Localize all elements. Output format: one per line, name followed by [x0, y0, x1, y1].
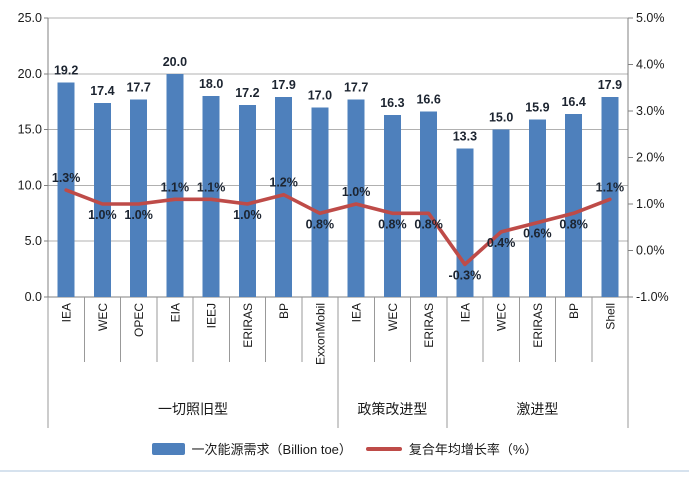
bar	[238, 105, 256, 297]
right-axis-tick-label: 1.0%	[636, 197, 665, 211]
category-label: WEC	[495, 303, 509, 331]
bar-value-label: 17.9	[598, 78, 622, 92]
left-axis-tick-label: 25.0	[18, 11, 42, 25]
line-value-label: -0.3%	[449, 268, 482, 282]
line-value-label: 1.0%	[88, 208, 117, 222]
category-label: EIA	[168, 303, 182, 322]
bar-value-label: 13.3	[453, 130, 477, 144]
legend-item-primary-energy: 一次能源需求（Billion toe）	[151, 439, 352, 458]
group-label: 一切照旧型	[158, 401, 228, 417]
category-label: WEC	[386, 303, 400, 331]
line-value-label: 1.3%	[52, 171, 81, 185]
category-label: OPEC	[132, 303, 146, 337]
bar-value-label: 17.2	[235, 86, 259, 100]
bar	[565, 113, 583, 297]
line-value-label: 0.8%	[306, 217, 335, 231]
bar	[311, 107, 329, 297]
line-series-swatch	[365, 446, 402, 451]
line-value-label: 1.0%	[233, 208, 262, 222]
right-axis-tick-label: 2.0%	[636, 151, 665, 165]
bar-value-label: 16.6	[416, 93, 440, 107]
bar-value-label: 15.9	[525, 101, 549, 115]
left-axis-tick-label: 0.0	[25, 290, 42, 304]
category-label: BP	[277, 303, 291, 319]
line-value-label: 0.8%	[559, 217, 588, 231]
category-label: ExxonMobil	[313, 303, 327, 365]
bar	[601, 97, 619, 298]
bar	[202, 96, 220, 298]
bar	[383, 115, 401, 297]
bar-value-label: 17.4	[90, 84, 114, 98]
category-label: Shell	[603, 303, 617, 330]
category-label: IEEJ	[205, 303, 219, 328]
line-value-label: 1.0%	[124, 208, 153, 222]
bar	[275, 97, 293, 298]
line-value-label: 0.4%	[487, 236, 516, 250]
category-label: IEA	[60, 303, 74, 322]
bar	[130, 99, 148, 297]
category-label: IEA	[458, 303, 472, 322]
group-label: 激进型	[516, 401, 558, 417]
bar	[93, 102, 111, 297]
left-axis-tick-label: 10.0	[18, 178, 42, 192]
right-axis-tick-label: 3.0%	[636, 104, 665, 118]
page-divider	[0, 470, 689, 472]
legend-label-growth-rate: 复合年均增长率（%）	[408, 442, 538, 457]
left-axis-tick-label: 5.0	[25, 234, 42, 248]
growth-rate-line	[64, 188, 612, 267]
bar-value-label: 17.7	[344, 80, 368, 94]
right-axis-tick-label: 5.0%	[636, 11, 665, 25]
category-label: BP	[567, 303, 581, 319]
bar-value-label: 17.0	[308, 88, 332, 102]
category-label: IEA	[350, 303, 364, 322]
bar	[347, 99, 365, 297]
bar-value-label: 15.0	[489, 111, 513, 125]
left-axis-tick-label: 20.0	[18, 67, 42, 81]
line-value-label: 1.0%	[342, 185, 371, 199]
bar	[528, 119, 546, 297]
bar-value-label: 18.0	[199, 77, 223, 91]
right-axis-tick-label: 0.0%	[636, 244, 665, 258]
line-value-label: 0.8%	[378, 217, 407, 231]
line-value-label: 0.6%	[523, 227, 552, 241]
bar	[166, 73, 184, 297]
bar-value-label: 16.3	[380, 96, 404, 110]
legend-label-primary-energy: 一次能源需求（Billion toe）	[191, 442, 352, 457]
bar-value-label: 16.4	[561, 95, 585, 109]
bar-series-swatch	[151, 442, 185, 455]
legend-item-growth-rate: 复合年均增长率（%）	[365, 439, 538, 458]
category-label: WEC	[96, 303, 110, 331]
bar-value-label: 20.0	[163, 55, 187, 69]
line-value-label: 1.1%	[197, 180, 226, 194]
bar	[420, 111, 438, 297]
group-label: 政策改进型	[357, 401, 427, 417]
line-value-label: 1.1%	[161, 180, 190, 194]
bar	[492, 129, 510, 297]
bar-value-label: 19.2	[54, 64, 78, 78]
line-value-label: 0.8%	[414, 217, 443, 231]
right-axis-tick-label: -1.0%	[636, 290, 669, 304]
category-label: ERIRAS	[241, 303, 255, 348]
left-axis-tick-label: 15.0	[18, 123, 42, 137]
bar-value-label: 17.7	[126, 80, 150, 94]
category-label: ERIRAS	[531, 303, 545, 348]
chart-legend: 一次能源需求（Billion toe） 复合年均增长率（%）	[0, 439, 689, 458]
right-axis-tick-label: 4.0%	[636, 58, 665, 72]
combo-chart: 0.0 5.0 10.0 15.0 20.0 25.0 -1.0% 0.0% 1.0% 2.0% 3…	[18, 11, 669, 428]
line-value-label: 1.2%	[269, 176, 298, 190]
line-value-label: 1.1%	[596, 180, 625, 194]
category-label: ERIRAS	[422, 303, 436, 348]
bar-value-label: 17.9	[271, 78, 295, 92]
